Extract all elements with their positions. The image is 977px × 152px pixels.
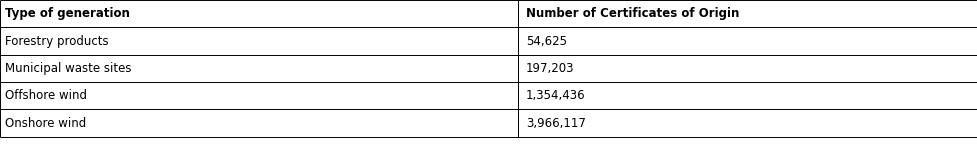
Text: Number of Certificates of Origin: Number of Certificates of Origin (526, 7, 739, 20)
Text: Municipal waste sites: Municipal waste sites (5, 62, 131, 75)
Text: Type of generation: Type of generation (5, 7, 130, 20)
Text: 3,966,117: 3,966,117 (526, 117, 585, 130)
Text: Offshore wind: Offshore wind (5, 89, 87, 102)
Text: 1,354,436: 1,354,436 (526, 89, 585, 102)
Text: Onshore wind: Onshore wind (5, 117, 86, 130)
Text: 54,625: 54,625 (526, 35, 567, 48)
Text: 197,203: 197,203 (526, 62, 574, 75)
Text: Forestry products: Forestry products (5, 35, 108, 48)
